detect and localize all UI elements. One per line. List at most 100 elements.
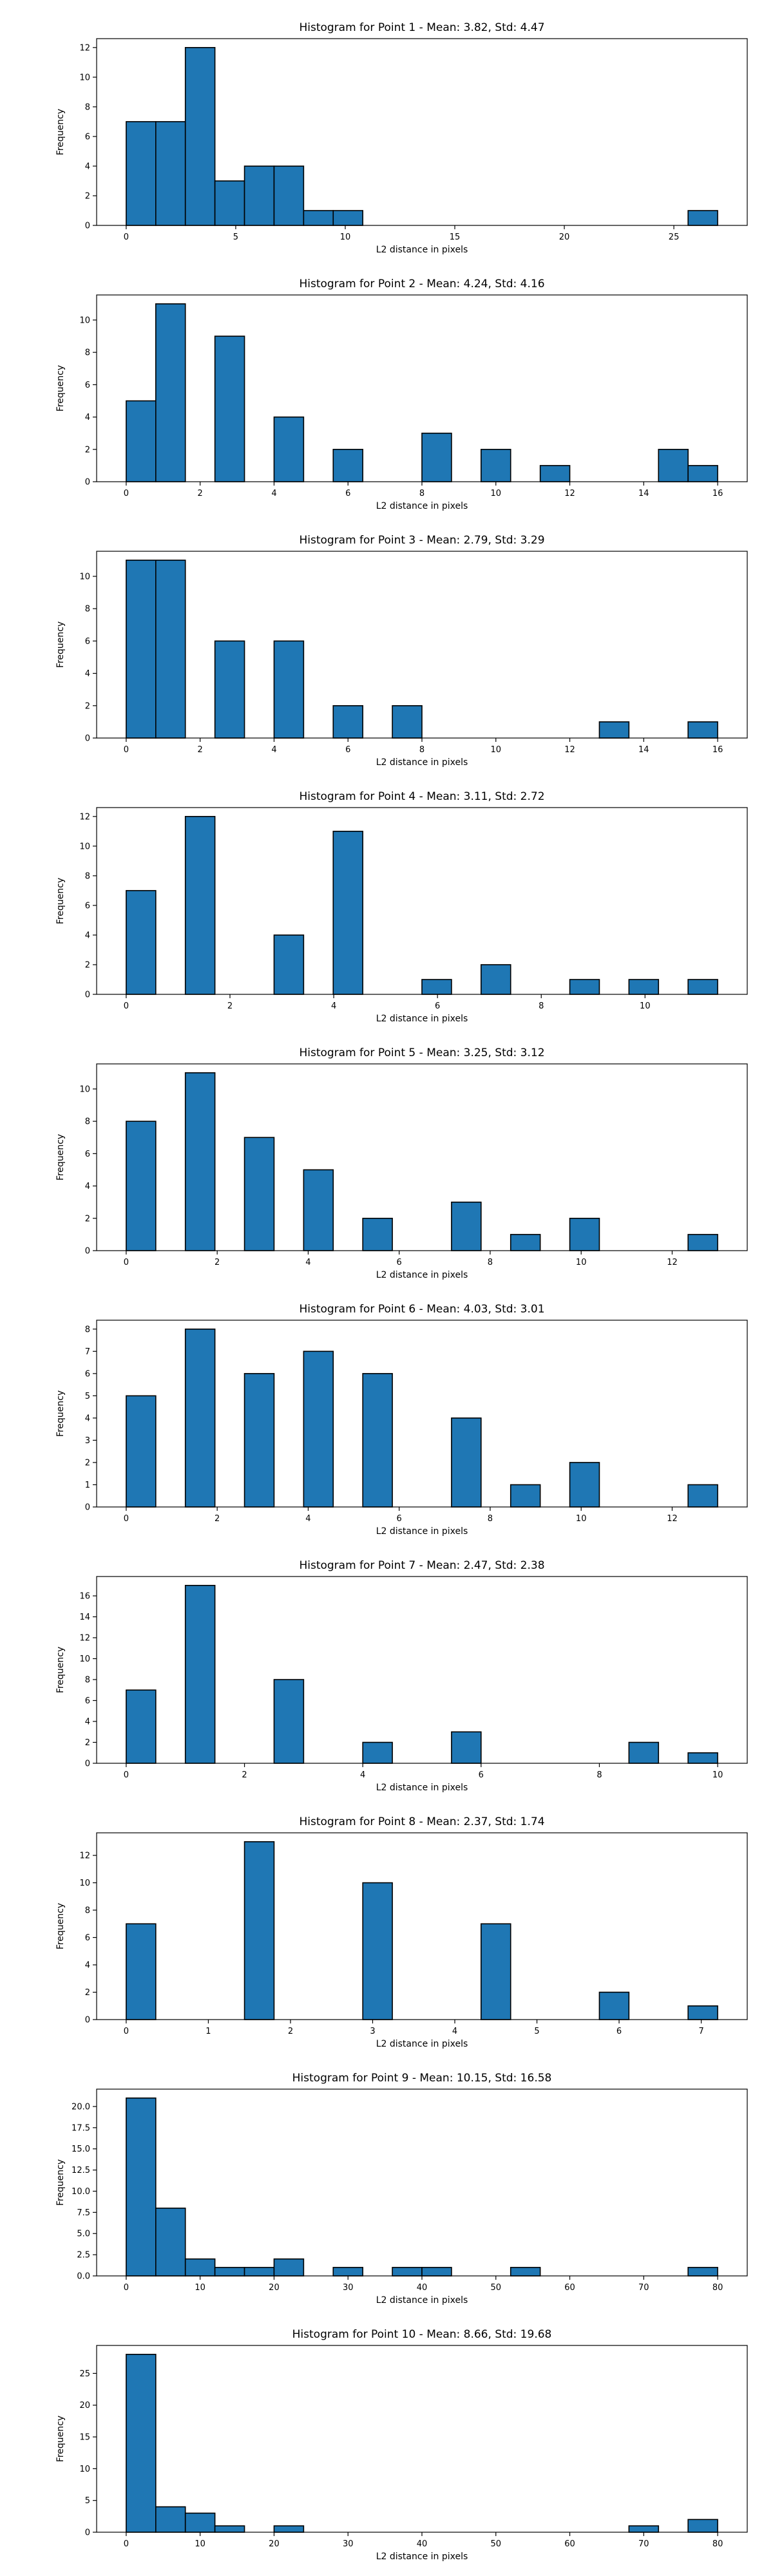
x-tick-label: 10 <box>195 2539 205 2549</box>
histogram-panel-10: Histogram for Point 10 - Mean: 8.66, Std… <box>55 2328 748 2562</box>
histogram-bar <box>155 2506 186 2533</box>
x-tick-label: 4 <box>271 489 276 498</box>
axes-frame <box>96 38 748 226</box>
histogram-bar <box>214 640 245 739</box>
x-tick-label: 0 <box>124 1514 129 1524</box>
y-tick-label: 2 <box>85 445 90 455</box>
x-tick-label: 8 <box>419 745 425 755</box>
y-tick-label: 17.5 <box>72 2123 90 2133</box>
x-tick-label: 6 <box>435 1001 440 1011</box>
chart-title: Histogram for Point 9 - Mean: 10.15, Std… <box>292 2072 552 2085</box>
x-tick-label: 0 <box>124 1770 129 1780</box>
x-axis-label: L2 distance in pixels <box>376 1270 468 1280</box>
x-tick-label: 20 <box>559 232 570 242</box>
y-tick-label: 12 <box>79 43 90 53</box>
y-tick-label: 10 <box>79 1879 90 1888</box>
histogram-bar <box>303 1350 334 1508</box>
histogram-bar <box>451 1417 482 1508</box>
histogram-bar <box>687 2267 718 2277</box>
x-tick-label: 4 <box>305 1514 310 1524</box>
x-tick-label: 10 <box>340 232 351 242</box>
histogram-bar <box>687 721 718 739</box>
histogram-bar <box>687 1484 718 1508</box>
y-axis-label: Frequency <box>55 1903 66 1949</box>
x-tick-label: 4 <box>360 1770 365 1780</box>
x-tick-label: 10 <box>712 1770 723 1780</box>
y-tick-label: 10 <box>79 316 90 325</box>
histogram-bar <box>481 964 511 995</box>
histogram-bar <box>539 465 571 482</box>
x-tick-label: 30 <box>343 2283 354 2293</box>
y-tick-label: 8 <box>85 102 90 112</box>
histogram-bar <box>184 2258 216 2277</box>
histogram-panel-8: Histogram for Point 8 - Mean: 2.37, Std:… <box>55 1815 748 2049</box>
histogram-bar <box>362 1882 393 2020</box>
histogram-bar <box>510 1484 541 1508</box>
x-tick-label: 70 <box>638 2283 649 2293</box>
histogram-bar <box>126 1689 157 1764</box>
histogram-bar <box>126 400 157 482</box>
chart-title: Histogram for Point 1 - Mean: 3.82, Std:… <box>299 21 544 34</box>
histogram-bar <box>628 2525 660 2533</box>
y-tick-label: 8 <box>85 871 90 881</box>
x-tick-label: 80 <box>712 2283 723 2293</box>
x-tick-label: 2 <box>198 745 203 755</box>
chart-title: Histogram for Point 10 - Mean: 8.66, Std… <box>292 2328 552 2341</box>
y-tick-label: 4 <box>85 413 90 422</box>
x-tick-label: 10 <box>576 1258 587 1267</box>
y-tick-label: 0 <box>85 990 90 1000</box>
y-tick-label: 2 <box>85 960 90 970</box>
x-tick-label: 0 <box>124 1258 129 1267</box>
histogram-bar <box>273 416 305 482</box>
x-axis-label: L2 distance in pixels <box>376 757 468 768</box>
y-tick-label: 10 <box>79 572 90 582</box>
histogram-panel-5: Histogram for Point 5 - Mean: 3.25, Std:… <box>55 1046 748 1280</box>
y-tick-label: 12.5 <box>72 2166 90 2175</box>
chart-title: Histogram for Point 7 - Mean: 2.47, Std:… <box>299 1559 544 1572</box>
histogram-bar <box>155 560 186 739</box>
y-tick-label: 10 <box>79 842 90 851</box>
histogram-bar <box>628 1741 660 1764</box>
histogram-bar <box>184 1072 216 1251</box>
y-tick-label: 6 <box>85 1369 90 1379</box>
histogram-bar <box>362 1373 393 1508</box>
x-axis-label: L2 distance in pixels <box>376 1014 468 1024</box>
x-tick-label: 2 <box>215 1514 220 1524</box>
histogram-bar <box>243 1841 275 2020</box>
axes-frame <box>96 2345 748 2533</box>
histogram-bar <box>421 979 452 995</box>
x-axis-label: L2 distance in pixels <box>376 2295 468 2306</box>
histogram-bar <box>273 2258 305 2277</box>
histogram-bar <box>569 1462 600 1508</box>
histogram-panel-2: Histogram for Point 2 - Mean: 4.24, Std:… <box>55 278 748 511</box>
x-tick-label: 4 <box>271 745 276 755</box>
histogram-bar <box>273 2525 305 2533</box>
x-tick-label: 8 <box>539 1001 544 1011</box>
x-tick-label: 5 <box>534 2027 539 2036</box>
axes-frame <box>96 1576 748 1764</box>
histogram-bar <box>214 336 245 482</box>
histogram-bar <box>243 1137 275 1251</box>
y-tick-label: 2 <box>85 1458 90 1468</box>
x-tick-label: 14 <box>638 489 649 498</box>
y-tick-label: 5 <box>85 2496 90 2506</box>
y-axis-label: Frequency <box>55 2416 66 2462</box>
y-tick-label: 6 <box>85 132 90 142</box>
y-tick-label: 10 <box>79 2465 90 2474</box>
histogram-panel-7: Histogram for Point 7 - Mean: 2.47, Std:… <box>55 1559 748 1793</box>
chart-title: Histogram for Point 4 - Mean: 3.11, Std:… <box>299 790 544 803</box>
x-tick-label: 30 <box>343 2539 354 2549</box>
y-tick-label: 8 <box>85 1117 90 1127</box>
y-tick-label: 4 <box>85 162 90 171</box>
x-tick-label: 1 <box>205 2027 211 2036</box>
y-tick-label: 4 <box>85 1961 90 1971</box>
y-axis-label: Frequency <box>55 621 66 668</box>
histogram-bar <box>362 1741 393 1764</box>
y-tick-label: 2 <box>85 701 90 711</box>
x-tick-label: 0 <box>124 2027 129 2036</box>
y-tick-label: 5 <box>85 1392 90 1401</box>
x-tick-label: 60 <box>564 2539 575 2549</box>
y-tick-label: 8 <box>85 605 90 614</box>
histogram-bar <box>273 166 305 226</box>
histogram-bar <box>392 705 423 739</box>
